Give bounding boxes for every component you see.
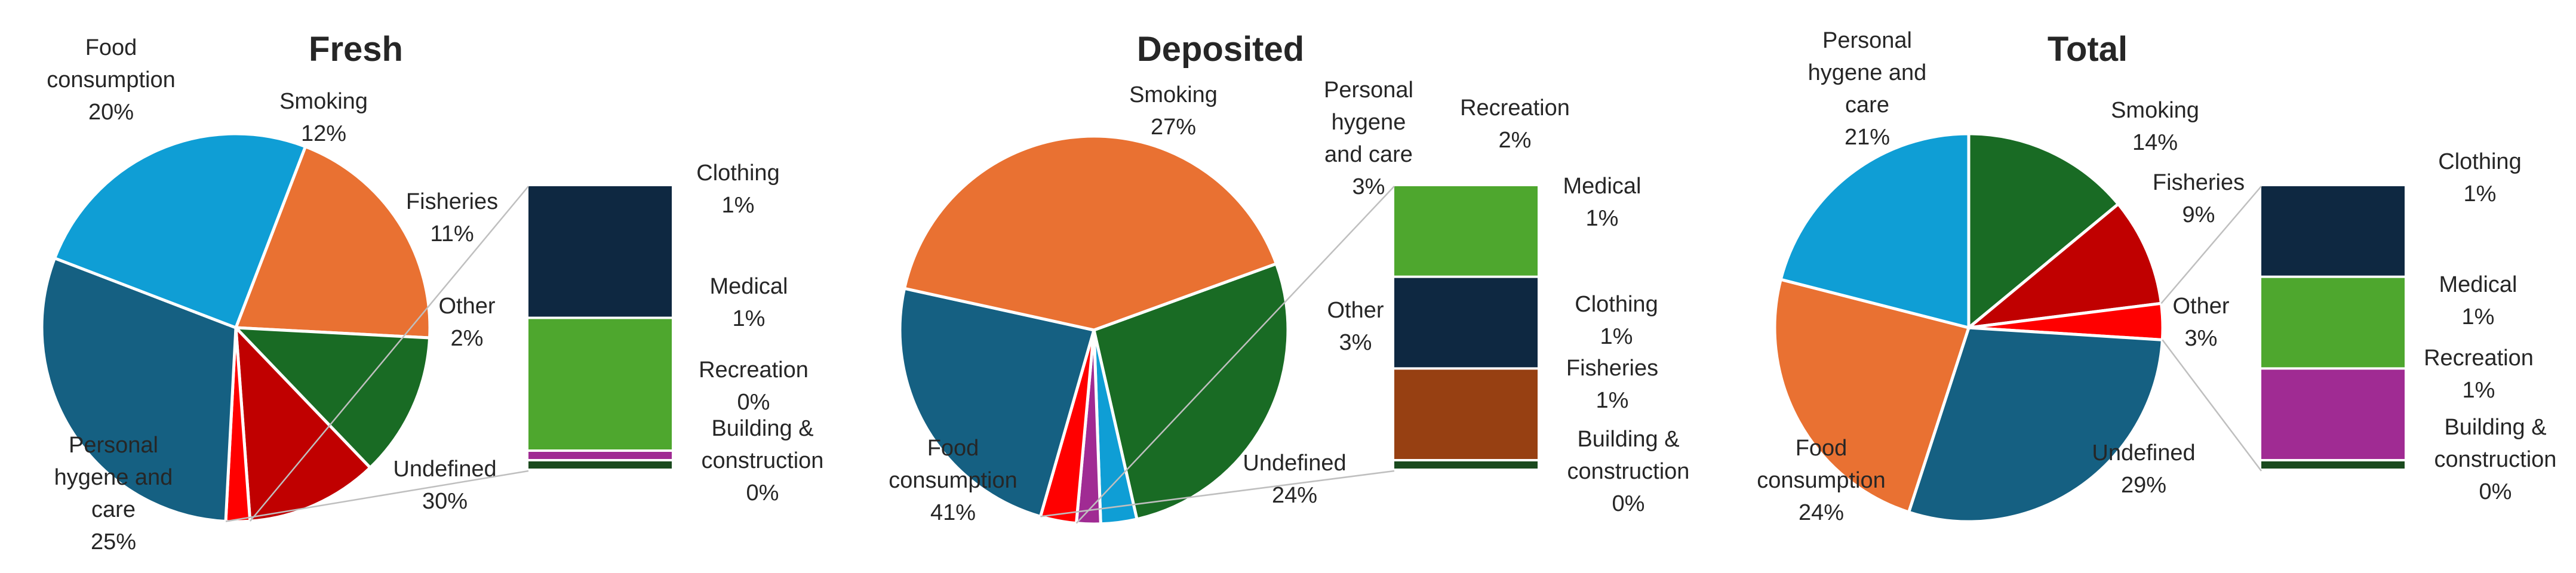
pie-label-personal-hygene-and-care: Personal hygene and care 3%	[1324, 78, 1413, 199]
pie-label-undefined: Undefined 30%	[393, 457, 496, 514]
connector-line-bottom	[225, 470, 529, 522]
bar-segment-fisheries	[1394, 369, 1538, 459]
bar-label-building-and-construction: Building & construction 0%	[1567, 427, 1690, 516]
chart-title: Total	[2048, 30, 2128, 69]
pie-label-fisheries: Fisheries 9%	[2153, 170, 2245, 227]
pie-label-other: Other 3%	[1327, 298, 1384, 355]
connector-line-bottom	[1040, 470, 1395, 517]
pie-slice-undefined	[898, 286, 1096, 519]
pie-slice-undefined	[40, 256, 238, 523]
chart-total: Total Smoking 14% Fisheries 9% Other 3% Undefin…	[1757, 28, 2556, 525]
pie-slice-smoking	[1092, 261, 1290, 521]
pie-label-other: Other 2%	[438, 294, 495, 351]
chart-fresh: Fresh Food consumption 20% Smoking 12% Fisheri…	[40, 30, 824, 554]
pie-slice-smoking	[1967, 132, 2120, 331]
pie-label-food-consumption: Food consumption 20%	[47, 35, 175, 125]
bar-segment-recreation	[2261, 369, 2405, 459]
bar-label-recreation: Recreation 1%	[2424, 346, 2534, 403]
pie-label-recreation: Recreation 2%	[1460, 96, 1570, 153]
bar-segment-building-and-construction	[1394, 461, 1538, 469]
pie-label-personal-hygene-and-care: Personal hygene and care 21%	[1808, 28, 1927, 150]
bar-segment-clothing	[2261, 186, 2405, 276]
bar-segment-clothing	[1394, 278, 1538, 368]
bar-label-recreation: Recreation 0%	[699, 358, 809, 415]
chart-title: Deposited	[1137, 30, 1304, 69]
bar-segment-medical	[2261, 278, 2405, 368]
connector-line-top	[2160, 186, 2262, 304]
pie-label-food-consumption: Food consumption 24%	[1757, 436, 1885, 525]
pie-label-other: Other 3%	[2172, 294, 2229, 351]
bar-label-building-and-construction: Building & construction 0%	[702, 416, 824, 506]
bar-segment-building-and-construction	[2261, 461, 2405, 469]
pie-slice-food-consumption	[902, 134, 1278, 332]
bar-label-fisheries: Fisheries 1%	[1566, 356, 1658, 413]
pie-label-smoking: Smoking 12%	[279, 89, 368, 146]
bar-label-medical: Medical 1%	[1563, 174, 1641, 231]
bar-segment-building-and-construction	[528, 461, 672, 469]
bar-label-medical: Medical 1%	[2439, 272, 2517, 329]
pie-label-food-consumption: Food consumption 41%	[889, 436, 1017, 525]
connector-line-bottom	[2162, 339, 2262, 472]
bar-label-medical: Medical 1%	[710, 274, 788, 331]
bar-segment-medical	[1394, 186, 1538, 276]
pie-label-smoking: Smoking 14%	[2111, 98, 2199, 155]
bar-segment-recreation	[528, 452, 672, 459]
pie-slice-food-consumption	[233, 144, 432, 340]
connector-line-top	[249, 186, 529, 522]
pie-label-undefined: Undefined 29%	[2092, 440, 2195, 498]
pie-slice-undefined	[1907, 326, 2165, 523]
pie-slice-personal-hygene-and-care	[53, 132, 308, 330]
pie-slice-food-consumption	[1773, 278, 1971, 515]
bar-label-building-and-construction: Building & construction 0%	[2434, 415, 2557, 504]
pie-label-smoking: Smoking 27%	[1129, 82, 1218, 140]
pie-label-undefined: Undefined 24%	[1243, 451, 1346, 508]
pie-slice-fisheries	[233, 324, 373, 523]
bar-label-clothing: Clothing 1%	[2438, 149, 2521, 207]
pie-slice-personal-hygene-and-care	[1779, 132, 1971, 330]
pie-slice-fisheries	[1963, 202, 2163, 330]
bar-segment-medical	[528, 319, 672, 449]
bar-label-clothing: Clothing 1%	[1575, 292, 1658, 349]
chart-deposited: Deposited Smoking 27% Personal hygene and car…	[889, 30, 1690, 526]
chart-title: Fresh	[309, 30, 403, 69]
bar-segment-clothing	[528, 186, 672, 317]
pie-label-personal-hygene-and-care: Personal hygene and care 25%	[54, 433, 173, 554]
connector-line-top	[1075, 186, 1395, 524]
bar-label-clothing: Clothing 1%	[696, 161, 779, 218]
pie-label-fisheries: Fisheries 11%	[406, 189, 498, 247]
